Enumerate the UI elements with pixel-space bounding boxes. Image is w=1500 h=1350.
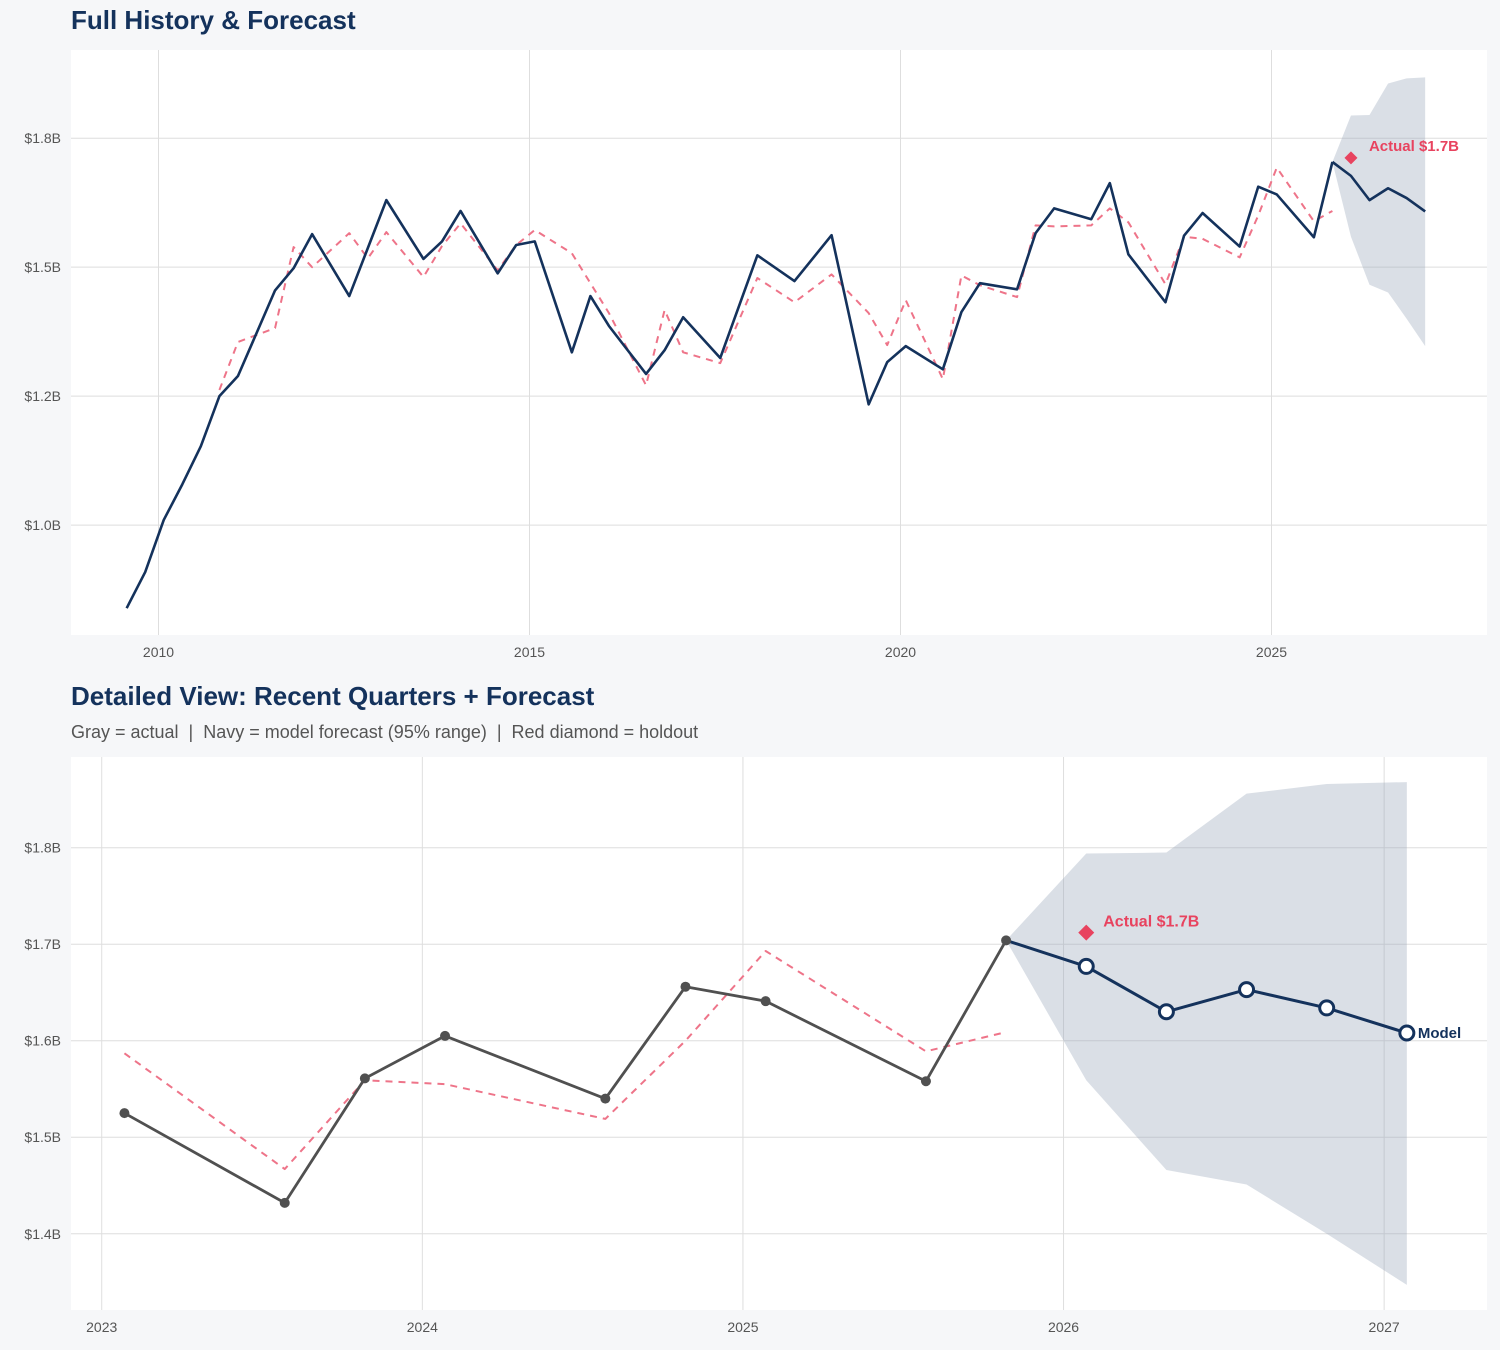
bottom-chart-title: Detailed View: Recent Quarters + Forecas… <box>71 681 595 711</box>
y-tick-label: $1.8B <box>24 840 61 856</box>
plot-area <box>71 757 1487 1310</box>
holdout-diamond <box>1078 924 1095 941</box>
forecast-line <box>1331 160 1426 213</box>
y-tick-label: $1.7B <box>24 936 61 952</box>
forecast-point <box>1157 1003 1175 1021</box>
x-tick-label: 2025 <box>1256 644 1287 660</box>
forecast-point <box>1398 1024 1416 1042</box>
x-tick-label: 2015 <box>514 644 545 660</box>
forecast-point <box>1318 999 1336 1017</box>
actual-point <box>600 1093 611 1104</box>
forecast-point <box>1077 957 1095 975</box>
x-tick-label: 2010 <box>143 644 174 660</box>
holdout-label: Actual $1.7B <box>1103 914 1199 931</box>
x-tick-label: 2024 <box>407 1319 438 1335</box>
model-end-label: Model <box>1418 1025 1461 1042</box>
y-tick-label: $1.5B <box>24 259 61 275</box>
y-tick-label: $1.8B <box>24 130 61 146</box>
holdout-diamond <box>1344 151 1358 165</box>
plot-area <box>71 50 1487 635</box>
forecast-confidence-band <box>1332 77 1426 347</box>
actual-line <box>125 161 1334 609</box>
actual-point <box>440 1030 451 1041</box>
actual-point <box>359 1073 370 1084</box>
x-tick-label: 2027 <box>1369 1319 1400 1335</box>
actual-point <box>680 981 691 992</box>
y-tick-label: $1.6B <box>24 1033 61 1049</box>
holdout-label: Actual $1.7B <box>1369 138 1459 155</box>
x-tick-label: 2020 <box>885 644 916 660</box>
y-tick-label: $1.4B <box>24 1226 61 1242</box>
y-tick-label: $1.2B <box>24 388 61 404</box>
y-tick-label: $1.5B <box>24 1129 61 1145</box>
forecast-point <box>1238 981 1256 999</box>
forecast-confidence-band <box>1006 782 1407 1285</box>
forecast-line <box>1005 938 1408 1035</box>
bottom-chart-subtitle: Gray = actual | Navy = model forecast (9… <box>71 722 699 742</box>
fitted-dashed-line <box>218 166 1333 391</box>
top-chart-title: Full History & Forecast <box>71 5 356 35</box>
x-tick-label: 2026 <box>1048 1319 1079 1335</box>
actual-point <box>119 1108 130 1119</box>
y-tick-label: $1.0B <box>24 517 61 533</box>
actual-point <box>920 1076 931 1087</box>
fitted-dashed-line <box>123 949 1007 1171</box>
x-tick-label: 2025 <box>727 1319 758 1335</box>
actual-point <box>1001 935 1012 946</box>
actual-point <box>760 996 771 1007</box>
actual-point <box>279 1197 290 1208</box>
x-tick-label: 2023 <box>86 1319 117 1335</box>
